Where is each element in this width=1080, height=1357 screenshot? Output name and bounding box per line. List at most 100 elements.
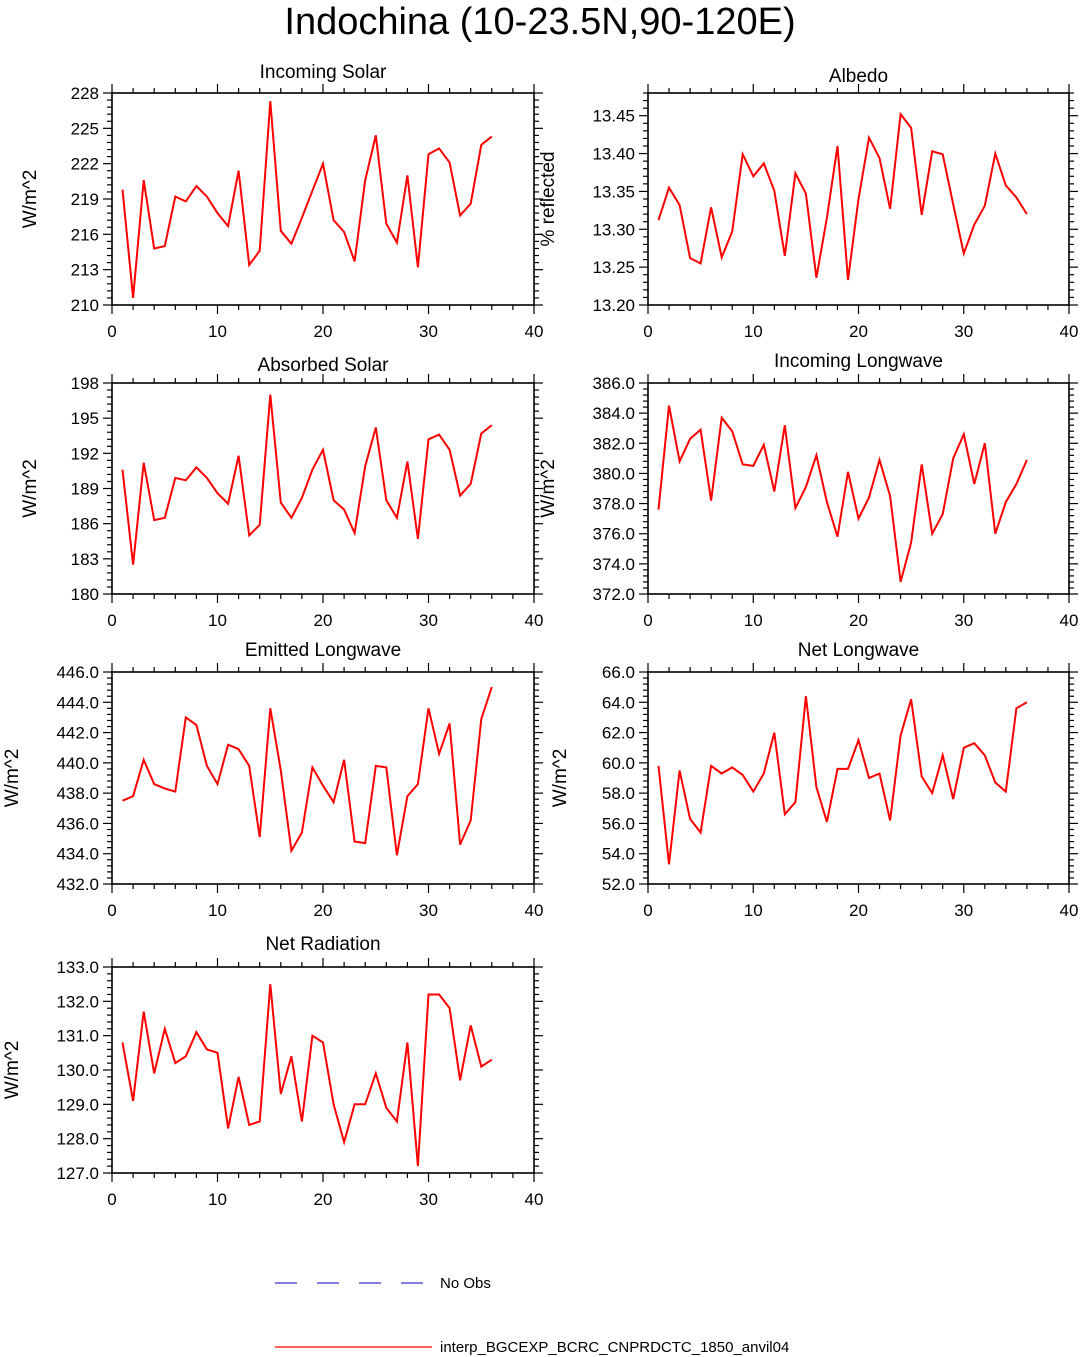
y-tick-label: 13.45 xyxy=(592,107,635,126)
y-tick-label: 58.0 xyxy=(602,784,635,803)
y-tick-label: 128.0 xyxy=(56,1130,99,1149)
chart-panel-incoming-solar: Incoming Solar 0 10 20 30 40 210 213 216 219 222 22… xyxy=(20,62,543,341)
chart-panel-emitted-longwave: Emitted Longwave 0 10 20 30 40 432.0 434.0 436.0… xyxy=(2,640,543,920)
panel-title: Net Longwave xyxy=(798,640,919,661)
plot-frame xyxy=(111,671,535,885)
y-tick-label: 442.0 xyxy=(56,724,99,743)
figure-title: Indochina (10-23.5N,90-120E) xyxy=(284,1,796,43)
y-tick-label: 66.0 xyxy=(602,663,635,682)
panel-title: Net Radiation xyxy=(265,934,380,955)
legend-label-model: interp_BGCEXP_BCRC_CNPRDCTC_1850_anvil04 xyxy=(440,1339,790,1356)
chart-panel-net-longwave: Net Longwave 0 10 20 30 40 52.0 54.0 56.0 58.0 60.… xyxy=(550,640,1078,920)
y-tick-label: 62.0 xyxy=(602,724,635,743)
y-tick-label: 13.30 xyxy=(592,220,635,239)
y-tick-label: 54.0 xyxy=(602,845,635,864)
y-axis-label: W/m^2 xyxy=(550,749,571,808)
y-axis-label: W/m^2 xyxy=(20,170,41,229)
x-tick-label: 10 xyxy=(208,611,227,630)
y-tick-label: 382.0 xyxy=(592,434,635,453)
x-tick-label: 30 xyxy=(419,901,438,920)
series-line xyxy=(121,101,493,298)
y-tick-label: 436.0 xyxy=(56,814,99,833)
x-tick-label: 30 xyxy=(954,901,973,920)
y-tick-label: 446.0 xyxy=(56,663,99,682)
x-tick-label: 20 xyxy=(849,611,868,630)
series-line xyxy=(122,686,493,856)
y-tick-label: 213 xyxy=(71,261,99,280)
chart-panel-net-radiation: Net Radiation 0 10 20 30 40 127.0 128.0 129.0 130… xyxy=(2,934,543,1209)
x-tick-label: 40 xyxy=(525,1190,544,1209)
y-tick-label: 131.0 xyxy=(56,1027,99,1046)
x-tick-label: 40 xyxy=(1060,322,1079,341)
y-tick-label: 434.0 xyxy=(56,845,99,864)
legend-label-no-obs: No Obs xyxy=(440,1275,491,1292)
series-line xyxy=(657,405,1028,583)
x-tick-label: 10 xyxy=(208,901,227,920)
x-tick-label: 20 xyxy=(849,322,868,341)
y-tick-label: 56.0 xyxy=(602,814,635,833)
y-tick-label: 372.0 xyxy=(592,585,635,604)
x-tick-label: 40 xyxy=(1060,611,1079,630)
series-line xyxy=(121,394,493,565)
series-line xyxy=(121,984,493,1167)
x-tick-label: 0 xyxy=(643,322,652,341)
panel-title: Albedo xyxy=(829,66,888,87)
x-tick-label: 40 xyxy=(525,611,544,630)
y-tick-label: 380.0 xyxy=(592,464,635,483)
y-tick-label: 444.0 xyxy=(56,693,99,712)
y-tick-label: 186 xyxy=(71,515,99,534)
y-tick-label: 132.0 xyxy=(56,992,99,1011)
x-tick-label: 30 xyxy=(419,322,438,341)
y-tick-label: 195 xyxy=(71,409,99,428)
y-tick-label: 129.0 xyxy=(56,1095,99,1114)
y-tick-label: 192 xyxy=(71,444,99,463)
x-tick-label: 10 xyxy=(744,322,763,341)
y-tick-label: 225 xyxy=(71,119,99,138)
y-tick-label: 219 xyxy=(71,190,99,209)
x-tick-label: 30 xyxy=(954,322,973,341)
series-line xyxy=(657,696,1028,865)
y-tick-label: 183 xyxy=(71,550,99,569)
y-tick-label: 222 xyxy=(71,155,99,174)
series-line xyxy=(657,111,1028,281)
y-tick-label: 384.0 xyxy=(592,404,635,423)
y-tick-label: 52.0 xyxy=(602,875,635,894)
y-tick-label: 189 xyxy=(71,480,99,499)
x-tick-label: 10 xyxy=(208,1190,227,1209)
x-tick-label: 10 xyxy=(208,322,227,341)
y-axis-label: W/m^2 xyxy=(2,1041,23,1100)
y-axis-label: W/m^2 xyxy=(2,749,23,808)
y-tick-label: 376.0 xyxy=(592,525,635,544)
x-tick-label: 20 xyxy=(314,322,333,341)
x-tick-label: 20 xyxy=(849,901,868,920)
y-tick-label: 13.20 xyxy=(592,296,635,315)
chart-panel-absorbed-solar: Absorbed Solar 0 10 20 30 40 180 183 186 189 192 19… xyxy=(20,355,543,630)
y-tick-label: 13.25 xyxy=(592,258,635,277)
y-tick-label: 210 xyxy=(71,296,99,315)
x-tick-label: 40 xyxy=(525,901,544,920)
y-tick-label: 228 xyxy=(71,84,99,103)
y-tick-label: 133.0 xyxy=(56,958,99,977)
x-tick-label: 0 xyxy=(107,901,116,920)
plot-frame xyxy=(647,382,1070,595)
panel-title: Incoming Solar xyxy=(260,62,387,83)
y-tick-label: 432.0 xyxy=(56,875,99,894)
chart-panel-albedo: Albedo 0 10 20 30 40 13.20 13.25 13.30 13.35 13.40… xyxy=(538,66,1078,341)
x-tick-label: 30 xyxy=(419,1190,438,1209)
panel-title: Absorbed Solar xyxy=(258,355,390,376)
panel-title: Emitted Longwave xyxy=(245,640,401,661)
y-tick-label: 378.0 xyxy=(592,495,635,514)
plot-frame xyxy=(111,382,535,595)
y-axis-label: W/m^2 xyxy=(538,459,559,518)
chart-panel-incoming-longwave: Incoming Longwave 0 10 20 30 40 372.0 374.0 376.… xyxy=(538,351,1078,630)
x-tick-label: 0 xyxy=(107,1190,116,1209)
y-tick-label: 180 xyxy=(71,585,99,604)
legend xyxy=(275,1282,432,1348)
y-tick-label: 60.0 xyxy=(602,754,635,773)
x-tick-label: 10 xyxy=(744,611,763,630)
panel-title: Incoming Longwave xyxy=(774,351,943,372)
y-tick-label: 198 xyxy=(71,374,99,393)
x-tick-label: 10 xyxy=(744,901,763,920)
x-tick-label: 0 xyxy=(107,611,116,630)
y-tick-label: 127.0 xyxy=(56,1164,99,1183)
